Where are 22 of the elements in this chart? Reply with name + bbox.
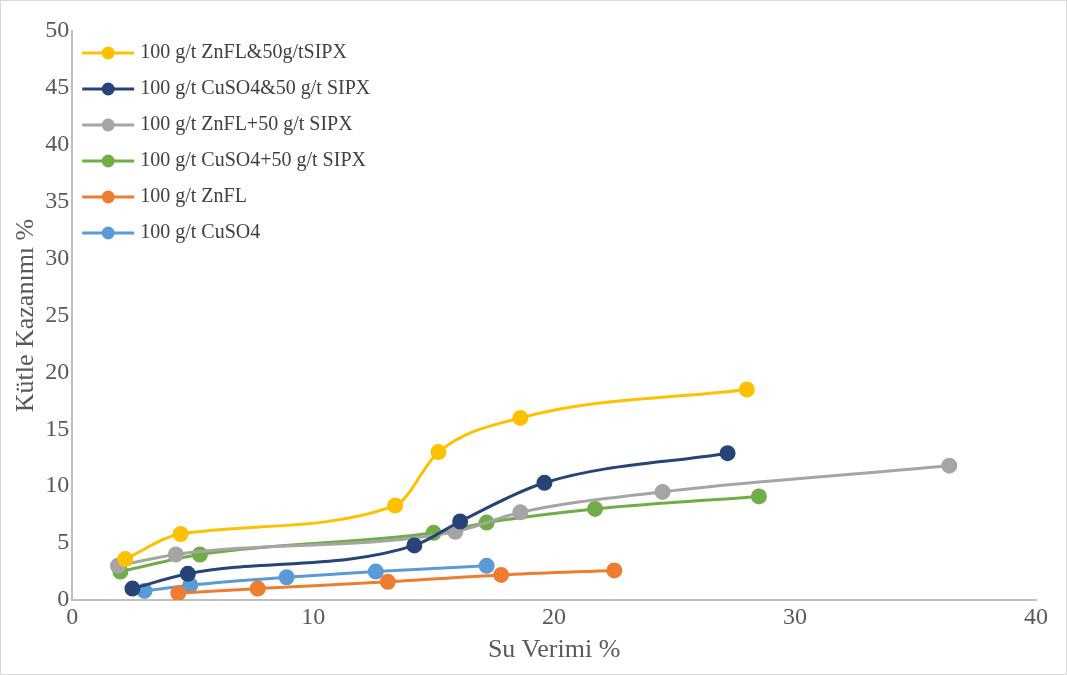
y-tick-label: 5 <box>57 528 70 555</box>
legend-label: 100 g/t CuSO4 <box>140 220 261 244</box>
y-tick-label: 15 <box>45 414 70 441</box>
y-tick-label: 30 <box>45 243 70 270</box>
legend-label: 100 g/t ZnFL <box>140 184 247 208</box>
legend-label: 100 g/t CuSO4+50 g/t SIPX <box>140 148 367 172</box>
y-tick-label: 20 <box>45 357 70 384</box>
x-tick-label: 30 <box>783 602 808 629</box>
y-tick-label: 25 <box>45 300 70 327</box>
y-tick-label: 50 <box>45 16 70 43</box>
y-tick-label: 10 <box>45 471 70 498</box>
y-tick-label: 45 <box>45 73 70 100</box>
y-tick-label: 40 <box>45 130 70 157</box>
legend-label: 100 g/t ZnFL+50 g/t SIPX <box>140 112 354 136</box>
legend-label: 100 g/t CuSO4&50 g/t SIPX <box>140 76 371 100</box>
x-axis-title: Su Verimi % <box>487 634 621 664</box>
y-axis-title: Kütle Kazanımı % <box>10 218 40 413</box>
legend-label: 100 g/t ZnFL&50g/tSIPX <box>140 40 348 64</box>
x-tick-label: 40 <box>1024 602 1048 629</box>
y-tick-label: 35 <box>45 187 70 213</box>
x-tick-label: 20 <box>542 602 567 629</box>
x-tick-label: 10 <box>301 602 326 629</box>
